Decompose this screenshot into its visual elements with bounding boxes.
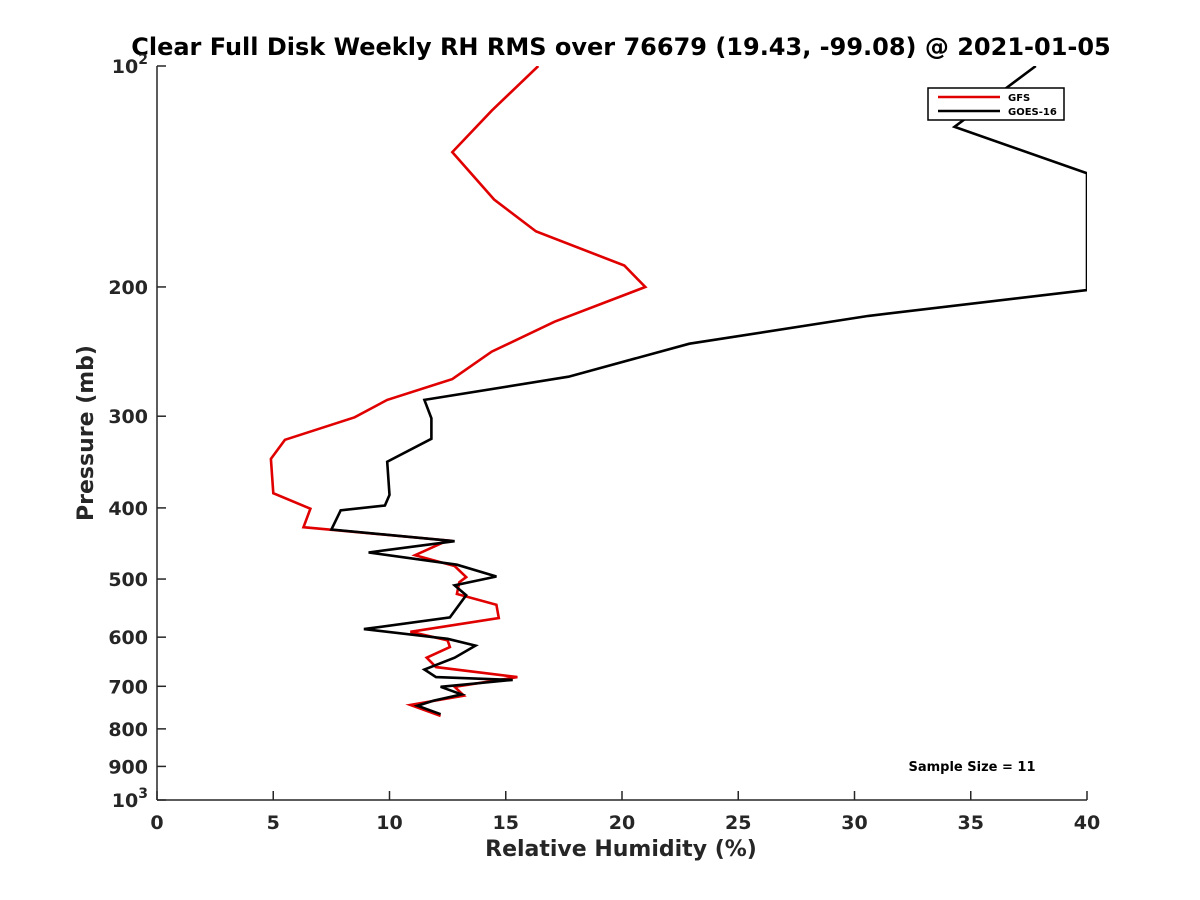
x-tick-label: 40 (1074, 812, 1100, 834)
y-tick-label: 102 (112, 52, 148, 78)
x-tick-label: 30 (841, 812, 867, 834)
series-layer (269, 66, 1087, 718)
x-tick-label: 20 (609, 812, 635, 834)
series-line-goes16 (329, 66, 1087, 716)
x-tick-label: 0 (150, 812, 163, 834)
chart-title: Clear Full Disk Weekly RH RMS over 76679… (131, 33, 1111, 61)
x-tick-label: 5 (267, 812, 280, 834)
x-axis-ticks: 0 5 10 15 20 25 30 35 40 (150, 791, 1100, 834)
legend-label-goes16: GOES-16 (1008, 107, 1057, 118)
y-tick-label: 600 (108, 627, 148, 649)
sample-size-annotation: Sample Size = 11 (908, 760, 1035, 775)
y-tick-label: 700 (108, 676, 148, 698)
y-tick-label: 800 (108, 719, 148, 741)
legend-label-gfs: GFS (1008, 93, 1030, 104)
series-line-gfs (269, 66, 648, 718)
x-tick-label: 25 (725, 812, 751, 834)
y-tick-label: 103 (112, 786, 148, 812)
y-tick-label: 900 (108, 756, 148, 778)
y-axis-ticks: 102 200 300 400 500 600 700 800 900 103 (108, 52, 166, 812)
y-tick-label: 300 (108, 406, 148, 428)
y-tick-label: 200 (108, 277, 148, 299)
x-axis-label: Relative Humidity (%) (485, 837, 757, 862)
y-tick-label: 400 (108, 498, 148, 520)
x-tick-label: 35 (958, 812, 984, 834)
legend: GFS GOES-16 (927, 87, 1065, 121)
y-axis-label: Pressure (mb) (74, 345, 99, 521)
legend-box (927, 87, 1065, 121)
y-tick-label: 500 (108, 569, 148, 591)
x-tick-label: 10 (376, 812, 402, 834)
x-tick-label: 15 (493, 812, 519, 834)
